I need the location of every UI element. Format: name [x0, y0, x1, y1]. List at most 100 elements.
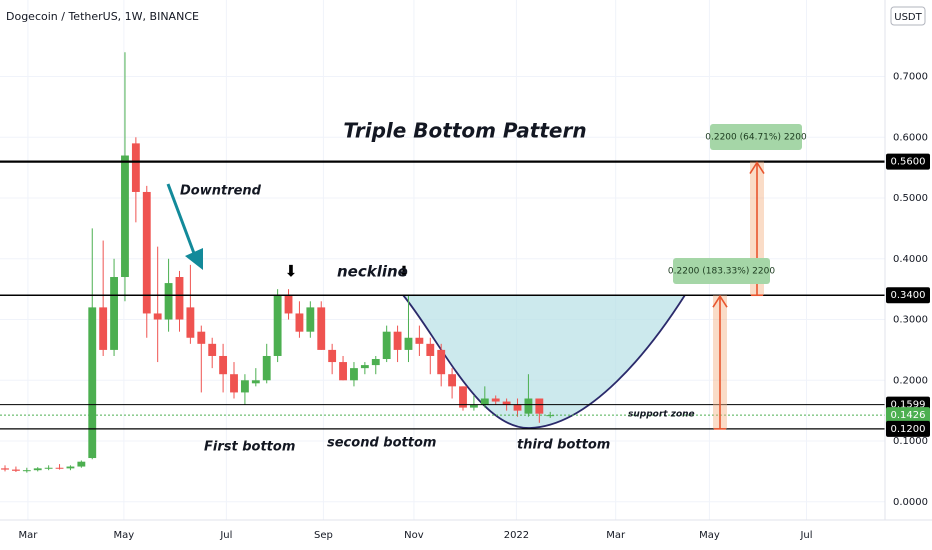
candle-body [350, 368, 358, 381]
price-badge-label: 0.3400 [891, 290, 926, 301]
candle-body [404, 337, 413, 350]
candle-body [99, 307, 108, 350]
candle-body [306, 307, 315, 332]
candle-body [22, 470, 31, 472]
candle-body [524, 398, 533, 414]
candle-body [535, 398, 544, 414]
measure-box [710, 124, 802, 150]
price-badge-label: 0.1200 [891, 424, 926, 435]
annotation: second bottom [327, 436, 436, 451]
price-badge [886, 420, 930, 437]
annotation: Downtrend [180, 184, 262, 199]
candle-body [371, 359, 380, 366]
candle-body [142, 191, 151, 314]
x-tick-label: Nov [404, 530, 424, 541]
candle-body [546, 415, 555, 417]
annotation: First bottom [204, 440, 295, 455]
measures: 0.2200 (64.71%) 2200 0.2200 (183.33%) 220… [668, 124, 807, 430]
axes: 0.0000 0.1000 0.2000 0.3000 0.4000 0.5000 0.60… [18, 72, 930, 541]
arrow-glyph: ⬇ [284, 262, 297, 281]
x-tick-label: Mar [606, 530, 626, 541]
candle-body [437, 349, 446, 375]
candle-body [262, 355, 271, 381]
candle-body [110, 277, 118, 350]
measure-arrowhead [712, 294, 728, 308]
candle-body [230, 374, 238, 393]
downtrend-arrow [166, 183, 203, 270]
candle-body [197, 331, 206, 344]
candle-body [11, 469, 20, 471]
y-tick-label: 0.3000 [893, 315, 928, 326]
y-tick-label: 0.5000 [893, 193, 928, 204]
levels [0, 160, 885, 430]
candle-body [208, 343, 217, 356]
y-tick-label: 0.7000 [893, 72, 928, 83]
candle-body [317, 307, 326, 350]
currency: USDT [894, 12, 922, 23]
candle-body [415, 337, 424, 344]
candle-body [44, 467, 53, 469]
candle-body [33, 468, 42, 471]
x-tick-label: Sep [314, 530, 333, 541]
x-tick-label: Mar [18, 530, 38, 541]
x-tick-label: 2022 [504, 530, 529, 541]
candle-body [382, 331, 391, 360]
x-tick-label: May [699, 530, 720, 541]
y-tick-label: 0.6000 [893, 132, 928, 143]
candle-body [426, 343, 435, 356]
candle-body [175, 277, 184, 320]
price-badge-label: 0.1426 [891, 410, 926, 421]
measure-arrowhead [749, 161, 765, 175]
candle-body [77, 461, 86, 467]
measure-box [673, 258, 770, 284]
price-badge [886, 407, 930, 424]
candle-body [219, 355, 228, 375]
cup-curve [402, 294, 686, 429]
annotation: third bottom [517, 438, 610, 453]
price-badge-label: 0.1599 [891, 400, 926, 411]
candle-body [360, 365, 369, 369]
candle-body [491, 398, 500, 402]
cup-fill [403, 295, 685, 429]
candle-body [1, 468, 9, 470]
candle-body [284, 295, 293, 314]
candle-body [513, 404, 522, 411]
candle-body [186, 307, 195, 338]
candle-body [339, 362, 347, 381]
x-tick-label: Jul [219, 530, 232, 541]
candle-body [240, 380, 249, 393]
candle-body [66, 466, 75, 469]
candle-body [469, 404, 478, 408]
header-title: Dogecoin / TetherUS, 1W, BINANCE [6, 10, 199, 23]
arrow-glyph: ⬇ [398, 264, 410, 280]
annotation: neckline [337, 263, 408, 281]
y-tick-label: 0.2000 [893, 375, 928, 386]
candle-body [448, 374, 457, 387]
candle-body [251, 380, 260, 384]
price-badge [886, 153, 930, 170]
price-badge [886, 287, 930, 304]
x-tick-label: May [114, 530, 135, 541]
measure-label: 0.2200 (64.71%) 2200 [705, 133, 807, 143]
candle-body [88, 307, 97, 459]
price-badge-label: 0.5600 [891, 157, 926, 168]
candle-body [328, 349, 337, 363]
candle-body [273, 295, 282, 356]
candle-body [131, 143, 140, 192]
x-tick-label: Jul [799, 530, 812, 541]
y-tick-label: 0.1000 [893, 436, 928, 447]
candle-body [55, 467, 64, 469]
y-tick-label: 0.4000 [893, 254, 928, 265]
candle-body [502, 401, 511, 405]
candles [1, 52, 555, 473]
currency-box[interactable] [890, 6, 926, 26]
measure-label: 0.2200 (183.33%) 2200 [668, 267, 775, 277]
candle-body [295, 313, 304, 332]
candle-body [164, 283, 173, 320]
annotation: support zone [628, 410, 695, 420]
candle-body [153, 313, 162, 320]
candle-body [480, 398, 489, 405]
candle-body [459, 386, 467, 408]
